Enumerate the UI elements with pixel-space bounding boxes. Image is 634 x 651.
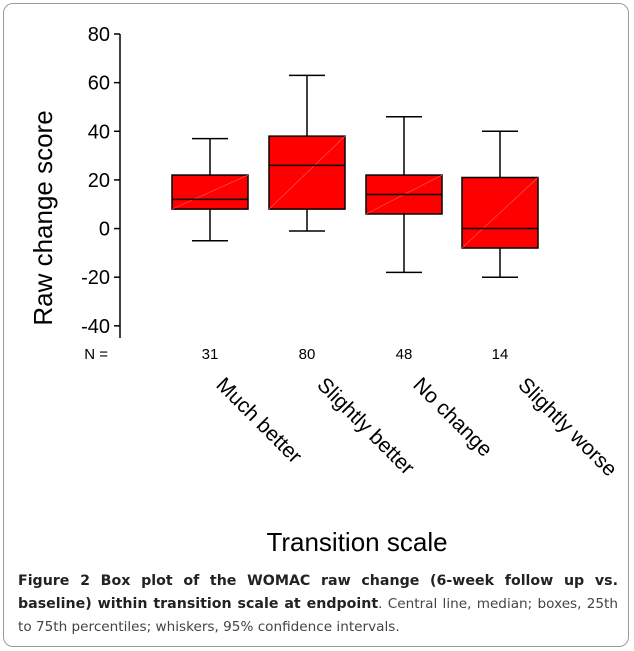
x-category-label: Slightly worse [513, 373, 621, 481]
n-value: 80 [299, 346, 316, 363]
n-value: 48 [396, 346, 413, 363]
box-shading-line [461, 177, 539, 249]
x-category-label: No change [408, 373, 496, 461]
x-category-label: Much better [211, 373, 306, 468]
y-tick-label: 80 [88, 24, 110, 46]
figure-frame [3, 3, 629, 647]
box-slightly-worse [461, 130, 539, 278]
y-tick-label: -40 [81, 316, 110, 338]
n-value: 31 [202, 346, 219, 363]
y-tick-label: 60 [88, 73, 110, 95]
y-tick-label: 20 [88, 170, 110, 192]
y-tick-label: 0 [99, 219, 110, 241]
n-row-label: N = [84, 346, 108, 363]
box-no-change [365, 115, 443, 274]
box-much-better [171, 137, 249, 242]
x-axis-label: Transition scale [266, 527, 447, 557]
caption-title: Figure 2 Box plot of the WOMAC raw chang… [18, 573, 618, 612]
figure-caption: Figure 2 Box plot of the WOMAC raw chang… [18, 570, 618, 639]
n-value: 14 [492, 346, 509, 363]
caption-text: . Central line, median; boxes, 25th to 7… [18, 596, 618, 635]
y-axis: 80 60 40 20 0 -20 -40 [81, 24, 121, 338]
n-row: N = 31 80 48 14 [84, 346, 508, 363]
x-category-label: Slightly better [312, 373, 418, 479]
y-axis-label: Raw change score [28, 110, 58, 325]
box-shading-line [171, 174, 249, 210]
box-series [171, 74, 539, 278]
y-tick-label: 40 [88, 121, 110, 143]
box-shading-line [268, 135, 346, 210]
box-slightly-better [268, 74, 346, 232]
y-tick-label: -20 [81, 267, 110, 289]
